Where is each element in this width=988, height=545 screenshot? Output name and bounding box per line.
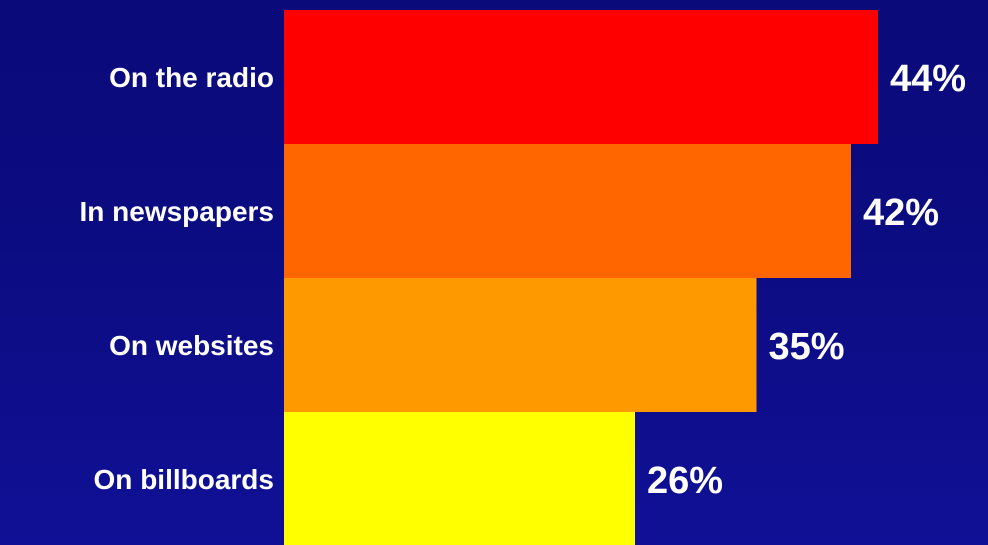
- category-label: On the radio: [109, 62, 274, 93]
- category-labels: On the radio In newspapers On websites On b…: [79, 62, 274, 495]
- value-label: 35%: [769, 326, 845, 368]
- value-label: 42%: [863, 192, 939, 234]
- value-labels: 44% 42% 35% 26%: [647, 58, 966, 502]
- bars-group: [284, 10, 878, 545]
- value-label: 44%: [890, 58, 966, 100]
- category-label: On billboards: [94, 464, 274, 495]
- category-label: On websites: [109, 330, 274, 361]
- bar-1: [284, 10, 878, 144]
- bar-4: [284, 412, 635, 545]
- bar-3: [284, 278, 757, 412]
- category-label: In newspapers: [79, 196, 274, 227]
- value-label: 26%: [647, 460, 723, 502]
- bar-2: [284, 144, 851, 278]
